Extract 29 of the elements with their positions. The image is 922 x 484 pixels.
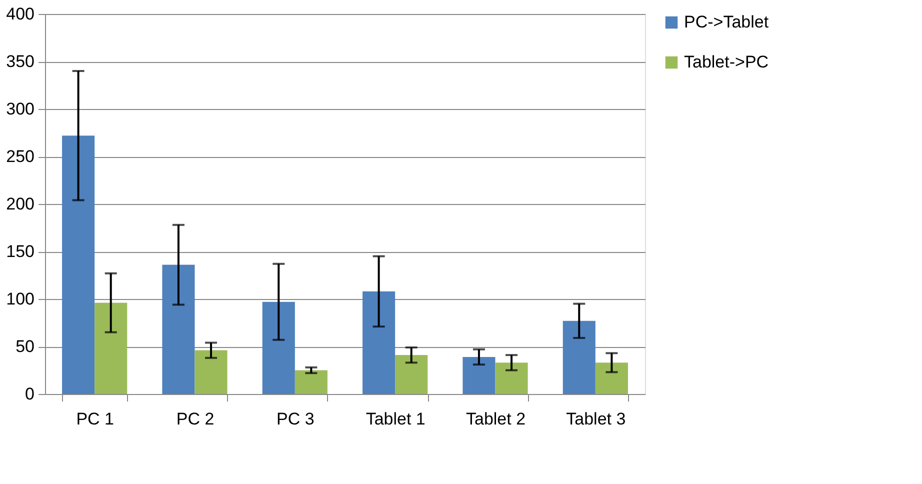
- x-tick-label: PC 1: [76, 410, 114, 428]
- y-tick-label: 0: [25, 384, 34, 404]
- bar: [595, 362, 628, 394]
- bar: [62, 136, 95, 394]
- bar: [495, 362, 528, 394]
- x-tick-label: Tablet 2: [466, 410, 526, 428]
- x-tick-label: Tablet 1: [366, 410, 426, 428]
- bar: [462, 356, 496, 394]
- y-tick-label: 250: [6, 147, 34, 166]
- bar: [194, 350, 228, 394]
- y-tick-label: 300: [6, 100, 34, 118]
- bar: [562, 320, 596, 394]
- bar: [362, 291, 396, 394]
- legend-label: Tablet->PC: [684, 52, 769, 72]
- x-tick-label: Tablet 3: [566, 410, 626, 428]
- y-tick-label: 200: [6, 194, 34, 214]
- bar: [294, 370, 328, 394]
- bar: [162, 264, 195, 394]
- y-tick-label: 400: [6, 4, 34, 24]
- bar: [395, 355, 428, 394]
- bar: [262, 302, 295, 394]
- y-tick-label: 100: [6, 290, 34, 308]
- x-tick-label: PC 2: [176, 410, 214, 428]
- y-tick-label: 350: [6, 52, 34, 71]
- legend-label: PC->Tablet: [684, 12, 769, 32]
- y-tick-label: 50: [16, 337, 34, 356]
- x-tick-label: PC 3: [276, 410, 314, 428]
- bar: [94, 302, 128, 394]
- y-tick-label: 150: [6, 242, 34, 261]
